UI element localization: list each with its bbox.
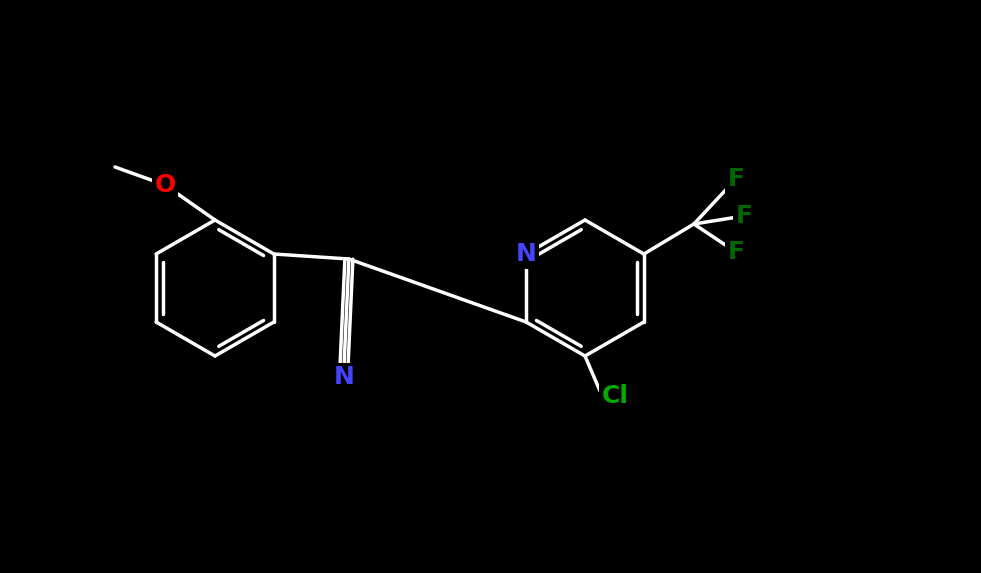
- Text: F: F: [736, 204, 752, 228]
- Text: O: O: [154, 173, 176, 197]
- Text: N: N: [516, 242, 537, 266]
- Text: F: F: [727, 167, 745, 191]
- Text: N: N: [334, 365, 354, 389]
- Text: Cl: Cl: [601, 384, 629, 408]
- Text: F: F: [727, 240, 745, 264]
